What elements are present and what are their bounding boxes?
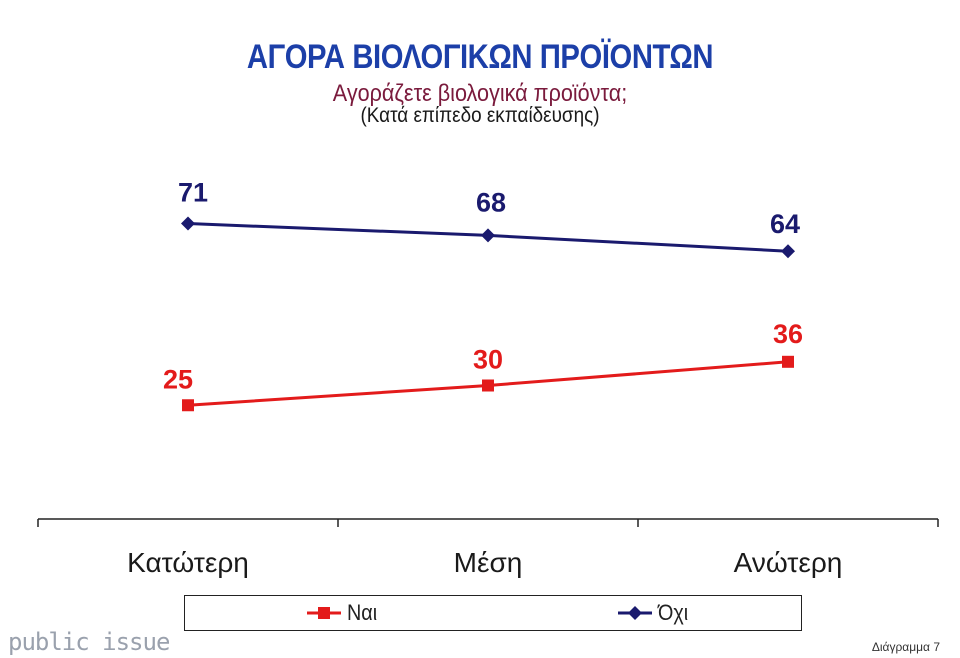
point-1-1 [481,228,495,243]
point-0-1 [482,379,494,392]
point-1-0 [181,216,195,231]
legend-label-nai: Ναι [347,600,378,625]
data-label-1-0: 71 [178,178,208,208]
chart-title: ΑΓΟΡΑ ΒΙΟΛΟΓΙΚΩΝ ΠΡΟΪΟΝΤΩΝ [246,38,714,76]
legend-swatch-nai [307,607,341,619]
data-label-1-2: 64 [770,209,800,239]
data-label-0-0: 25 [163,364,193,394]
x-tick-label-1: Μέση [454,547,523,578]
chart-legend: Ναι Όχι [184,595,802,631]
brand-logo-text: public issue [8,628,170,656]
x-tick-label-0: Κατώτερη [127,547,249,578]
legend-item-nai: Ναι [307,600,381,626]
legend-swatch-ochi [618,606,652,620]
legend-label-ochi: Όχι [658,600,689,625]
data-label-0-1: 30 [473,345,503,375]
chart-note: (Κατά επίπεδο εκπαίδευσης) [360,104,600,127]
data-label-0-2: 36 [773,319,803,349]
legend-item-ochi: Όχι [618,600,691,626]
chart-subtitle: Αγοράζετε βιολογικά προϊόντα; [332,80,628,107]
point-1-2 [781,244,795,259]
data-label-1-1: 68 [476,187,506,217]
x-tick-label-2: Ανώτερη [734,547,843,578]
page-number: Διάγραμμα 7 [871,640,940,654]
point-0-0 [182,399,194,412]
point-0-2 [782,355,794,368]
